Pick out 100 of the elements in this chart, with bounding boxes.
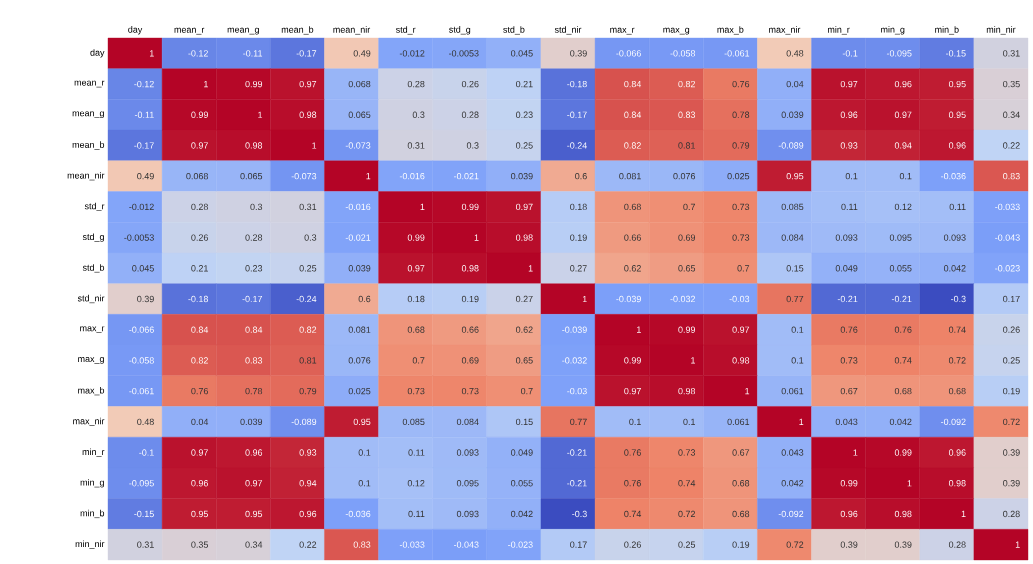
data-label: 0.26	[1003, 326, 1020, 333]
data-label: 0.73	[732, 234, 750, 241]
data-label: -0.023	[508, 541, 533, 548]
data-label: 0.11	[408, 449, 425, 456]
x-tick-label: min_nir	[986, 26, 1016, 35]
data-label: -0.066	[129, 326, 154, 333]
data-label: -0.058	[670, 50, 696, 57]
data-label: 0.055	[511, 480, 533, 487]
data-label: 0.12	[894, 203, 912, 211]
data-label: 0.25	[678, 541, 696, 548]
data-label: -0.036	[941, 173, 966, 180]
data-label: 0.065	[240, 173, 263, 180]
x-tick-label: max_b	[717, 26, 744, 35]
data-label: 0.18	[407, 295, 425, 303]
data-label: 0.26	[461, 80, 479, 88]
data-label: 1	[907, 480, 912, 487]
data-label: 1	[474, 234, 479, 241]
data-label: 1	[204, 80, 208, 88]
data-label: 0.84	[624, 80, 642, 88]
data-label: 0.68	[948, 387, 966, 395]
data-label: 0.19	[570, 234, 587, 241]
data-label: 0.69	[461, 357, 479, 364]
data-label: 0.31	[407, 142, 425, 149]
data-label: -0.15	[134, 510, 154, 518]
data-label: 0.15	[515, 418, 533, 426]
data-label: 0.99	[624, 357, 641, 364]
data-label: -0.043	[453, 541, 479, 548]
data-label: 0.49	[137, 173, 154, 180]
data-label: 0.95	[948, 111, 966, 118]
data-label: -0.0053	[448, 50, 479, 57]
data-label: 0.11	[841, 203, 858, 211]
data-label: 0.95	[353, 418, 371, 426]
data-label: 0.97	[191, 142, 208, 149]
x-tick-label: min_r	[827, 26, 850, 35]
data-label: 0.98	[515, 234, 533, 241]
data-label: 0.076	[673, 173, 696, 180]
data-label: 0.049	[511, 449, 533, 456]
data-label: 0.78	[245, 387, 263, 395]
data-label: 0.042	[781, 480, 804, 487]
y-tick-label: std_b	[82, 264, 105, 273]
data-label: 0.62	[624, 265, 641, 272]
data-label: 0.73	[461, 387, 479, 395]
data-label: 0.35	[1003, 80, 1020, 88]
data-label: 0.95	[245, 510, 263, 518]
data-label: -0.089	[778, 142, 804, 149]
data-label: 0.039	[511, 173, 533, 180]
data-label: 0.83	[678, 111, 696, 118]
data-label: 0.093	[835, 234, 858, 241]
data-label: 0.28	[245, 234, 263, 241]
data-label: 0.68	[624, 203, 641, 211]
data-label: 0.98	[894, 510, 912, 518]
data-label: 0.39	[1003, 480, 1020, 487]
data-label: 0.68	[407, 326, 425, 333]
data-label: 0.068	[186, 173, 208, 180]
data-label: -0.17	[242, 295, 263, 303]
data-label: 0.28	[948, 541, 966, 548]
data-label: 0.94	[299, 480, 317, 487]
data-label: 0.82	[678, 80, 695, 88]
data-label: 0.62	[515, 326, 533, 333]
data-label: -0.012	[129, 203, 154, 211]
y-tick-label: max_r	[80, 326, 105, 334]
data-label: 0.68	[732, 510, 750, 518]
data-label: 1	[258, 111, 263, 118]
data-label: 0.97	[840, 80, 858, 88]
data-label: 0.04	[191, 418, 209, 426]
data-label: 0.043	[835, 418, 858, 426]
x-tick-label: mean_r	[174, 27, 205, 35]
data-label: 0.97	[624, 387, 641, 395]
data-label: 0.025	[727, 173, 750, 180]
data-label: 0.74	[894, 357, 912, 364]
data-label: -0.21	[891, 295, 912, 303]
data-label: 0.74	[624, 510, 642, 518]
data-label: 0.055	[889, 265, 912, 272]
data-label: 0.99	[461, 203, 479, 211]
data-label: 0.99	[407, 234, 425, 241]
data-label: 0.39	[137, 295, 154, 303]
data-label: 0.084	[456, 418, 479, 426]
data-label: 0.1	[358, 480, 371, 487]
data-label: 1	[853, 449, 858, 456]
data-label: -0.016	[345, 203, 371, 211]
data-label: 0.22	[1003, 142, 1020, 149]
data-label: 0.77	[786, 295, 804, 303]
data-label: 0.19	[1003, 387, 1020, 395]
data-label: 0.1	[791, 326, 804, 333]
data-label: 0.6	[575, 173, 587, 180]
y-tick-label: max_b	[78, 386, 105, 396]
data-label: 0.085	[781, 203, 804, 211]
data-label: 0.97	[732, 326, 750, 333]
data-label: 0.48	[786, 50, 804, 57]
x-tick-label: min_g	[881, 26, 905, 35]
data-label: 0.25	[515, 142, 533, 149]
data-label: 0.98	[678, 387, 696, 395]
y-tick-label: day	[90, 49, 105, 58]
y-tick-label: std_g	[82, 233, 104, 242]
data-label: 0.061	[781, 387, 804, 395]
data-label: -0.3	[572, 510, 587, 518]
data-label: 0.093	[456, 449, 479, 456]
data-label: 0.3	[250, 203, 263, 211]
data-label: 0.84	[624, 111, 642, 118]
data-label: 0.31	[137, 541, 154, 548]
